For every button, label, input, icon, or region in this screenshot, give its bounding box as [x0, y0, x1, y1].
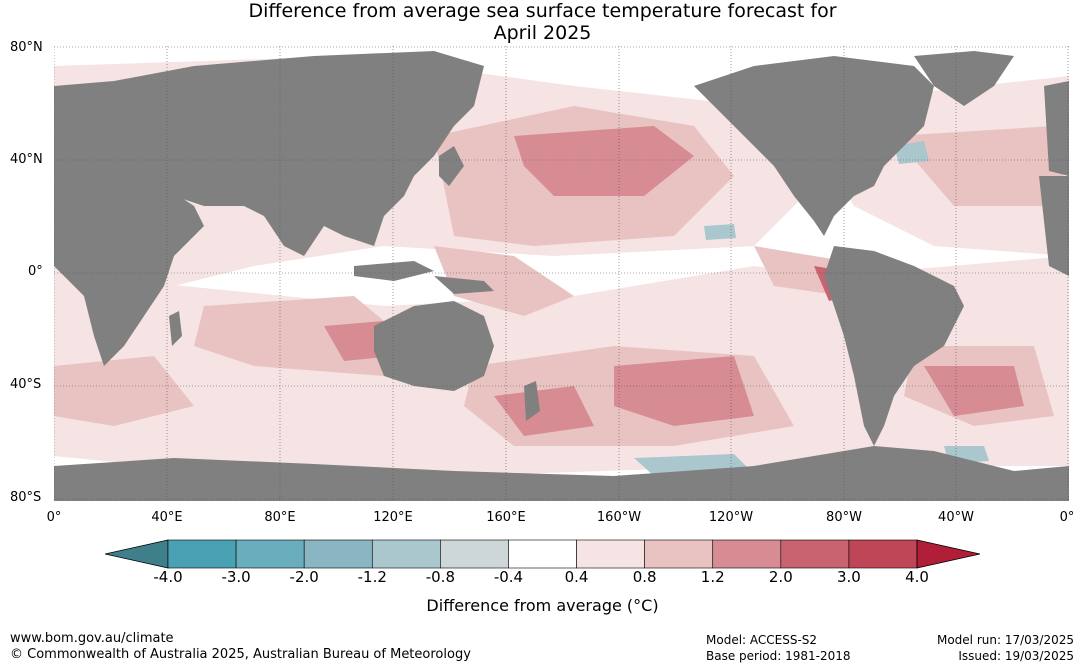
footer-base-period: Base period: 1981-2018	[706, 649, 851, 663]
colorbar-tick-label: 0.8	[632, 568, 657, 586]
colorbar-tick-label: 2.0	[768, 568, 793, 586]
lon-label-160e: 160°E	[486, 510, 526, 525]
lon-label-80e: 80°E	[264, 510, 296, 525]
gridlines	[54, 46, 1069, 501]
footer-copyright: © Commonwealth of Australia 2025, Austra…	[10, 647, 471, 662]
colorbar	[104, 536, 981, 572]
lat-label-40s: 40°S	[10, 377, 42, 392]
colorbar-tick-label: -2.0	[289, 568, 319, 586]
map-svg	[54, 46, 1069, 501]
colorbar-tick-label: 1.2	[700, 568, 725, 586]
colorbar-box	[167, 539, 237, 569]
footer-model: Model: ACCESS-S2	[706, 633, 818, 647]
colorbar-box	[508, 539, 577, 569]
lat-label-80n: 80°N	[10, 40, 43, 55]
colorbar-box	[644, 539, 714, 569]
lon-label-120w: 120°W	[708, 510, 754, 525]
footer-url: www.bom.gov.au/climate	[10, 631, 174, 646]
title-line-1: Difference from average sea surface temp…	[248, 0, 837, 22]
colorbar-box	[371, 539, 441, 569]
lon-label-120e: 120°E	[373, 510, 413, 525]
colorbar-tick-label: -0.8	[425, 568, 455, 586]
colorbar-label: Difference from average (°C)	[426, 596, 659, 615]
colorbar-tick-label: -1.2	[357, 568, 387, 586]
colorbar-arrow-high	[916, 539, 981, 569]
colorbar-tick-label: -4.0	[153, 568, 183, 586]
lat-label-40n: 40°N	[10, 152, 43, 167]
colorbar-tick-label: -3.0	[221, 568, 251, 586]
colorbar-box	[440, 539, 509, 569]
lon-label-0-right: 0°	[1059, 510, 1075, 525]
footer-model-run: Model run: 17/03/2025	[936, 633, 1074, 647]
colorbar-arrow-low	[104, 539, 169, 569]
colorbar-svg	[104, 539, 981, 569]
title-line-2: April 2025	[493, 22, 592, 44]
lon-label-40e: 40°E	[151, 510, 183, 525]
colorbar-box	[235, 539, 305, 569]
colorbar-box	[848, 539, 918, 569]
sst-anomaly-map	[54, 46, 1069, 501]
colorbar-box	[576, 539, 645, 569]
colorbar-tick-label: 4.0	[905, 568, 929, 586]
lon-label-80w: 80°W	[826, 510, 862, 525]
colorbar-box	[780, 539, 850, 569]
colorbar-tick-label: 3.0	[836, 568, 861, 586]
colorbar-tick-label: 0.4	[564, 568, 589, 586]
lat-label-80s: 80°S	[10, 490, 42, 505]
colorbar-box	[712, 539, 782, 569]
chart-title: Difference from average sea surface temp…	[0, 0, 1085, 44]
colorbar-box	[303, 539, 373, 569]
lon-label-160w: 160°W	[596, 510, 642, 525]
lon-label-0-left: 0°	[46, 510, 62, 525]
colorbar-tick-label: -0.4	[493, 568, 524, 586]
footer-issued: Issued: 19/03/2025	[958, 649, 1074, 663]
land-layer	[54, 51, 1069, 501]
lat-label-equator: 0°	[28, 264, 43, 279]
lon-label-40w: 40°W	[938, 510, 974, 525]
